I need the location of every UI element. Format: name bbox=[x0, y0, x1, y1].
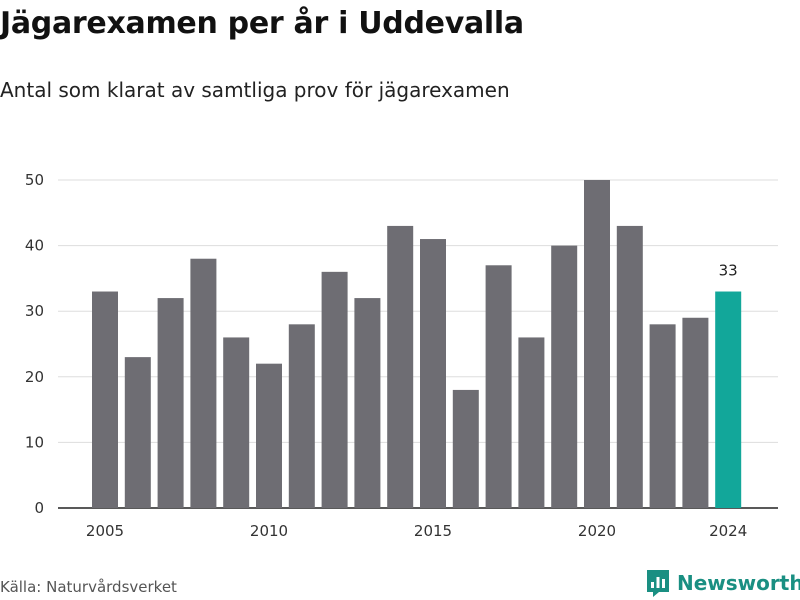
highlight-value-label: 33 bbox=[719, 262, 738, 280]
bars bbox=[92, 180, 742, 509]
bar bbox=[190, 258, 217, 508]
bar-highlight bbox=[715, 291, 742, 508]
data-labels: 33 bbox=[719, 262, 738, 280]
x-tick-label: 2015 bbox=[414, 522, 452, 540]
source-note: Källa: Naturvårdsverket bbox=[0, 578, 177, 596]
y-axis-ticks: 0 10 20 30 40 50 bbox=[25, 171, 44, 517]
bar bbox=[420, 239, 446, 509]
y-tick-label: 10 bbox=[25, 433, 44, 451]
y-tick-label: 40 bbox=[25, 237, 44, 255]
chart-title: Jägarexamen per år i Uddevalla bbox=[0, 6, 524, 41]
bar bbox=[92, 291, 118, 508]
brand-logo: Newsworthy bbox=[645, 568, 800, 598]
brand-name: Newsworthy bbox=[677, 571, 800, 595]
x-tick-label: 2020 bbox=[578, 522, 616, 540]
bar-chart-icon bbox=[647, 570, 669, 597]
bar bbox=[485, 265, 512, 508]
bar bbox=[649, 324, 676, 508]
bar bbox=[354, 298, 381, 508]
bar bbox=[452, 389, 479, 508]
bar-chart: 0 10 20 30 40 50 2005 2010 2015 2020 2024 33 bbox=[25, 171, 778, 540]
bar bbox=[551, 245, 578, 508]
x-tick-label: 2010 bbox=[250, 522, 288, 540]
bar bbox=[124, 357, 151, 508]
chart-subtitle: Antal som klarat av samtliga prov för jä… bbox=[0, 78, 510, 102]
bar bbox=[157, 298, 184, 508]
bar bbox=[682, 317, 709, 508]
bar bbox=[616, 225, 643, 509]
y-tick-label: 0 bbox=[34, 499, 44, 517]
y-tick-label: 50 bbox=[25, 171, 44, 189]
y-tick-label: 30 bbox=[25, 302, 44, 320]
bar bbox=[223, 337, 250, 508]
bar bbox=[256, 363, 282, 508]
bar bbox=[288, 324, 315, 508]
x-axis-ticks: 2005 2010 2015 2020 2024 bbox=[86, 522, 747, 540]
bar bbox=[321, 271, 348, 508]
x-tick-label: 2005 bbox=[86, 522, 124, 540]
bar bbox=[387, 225, 414, 509]
y-tick-label: 20 bbox=[25, 368, 44, 386]
bar bbox=[584, 180, 610, 508]
x-tick-label: 2024 bbox=[709, 522, 747, 540]
bar bbox=[518, 337, 545, 508]
